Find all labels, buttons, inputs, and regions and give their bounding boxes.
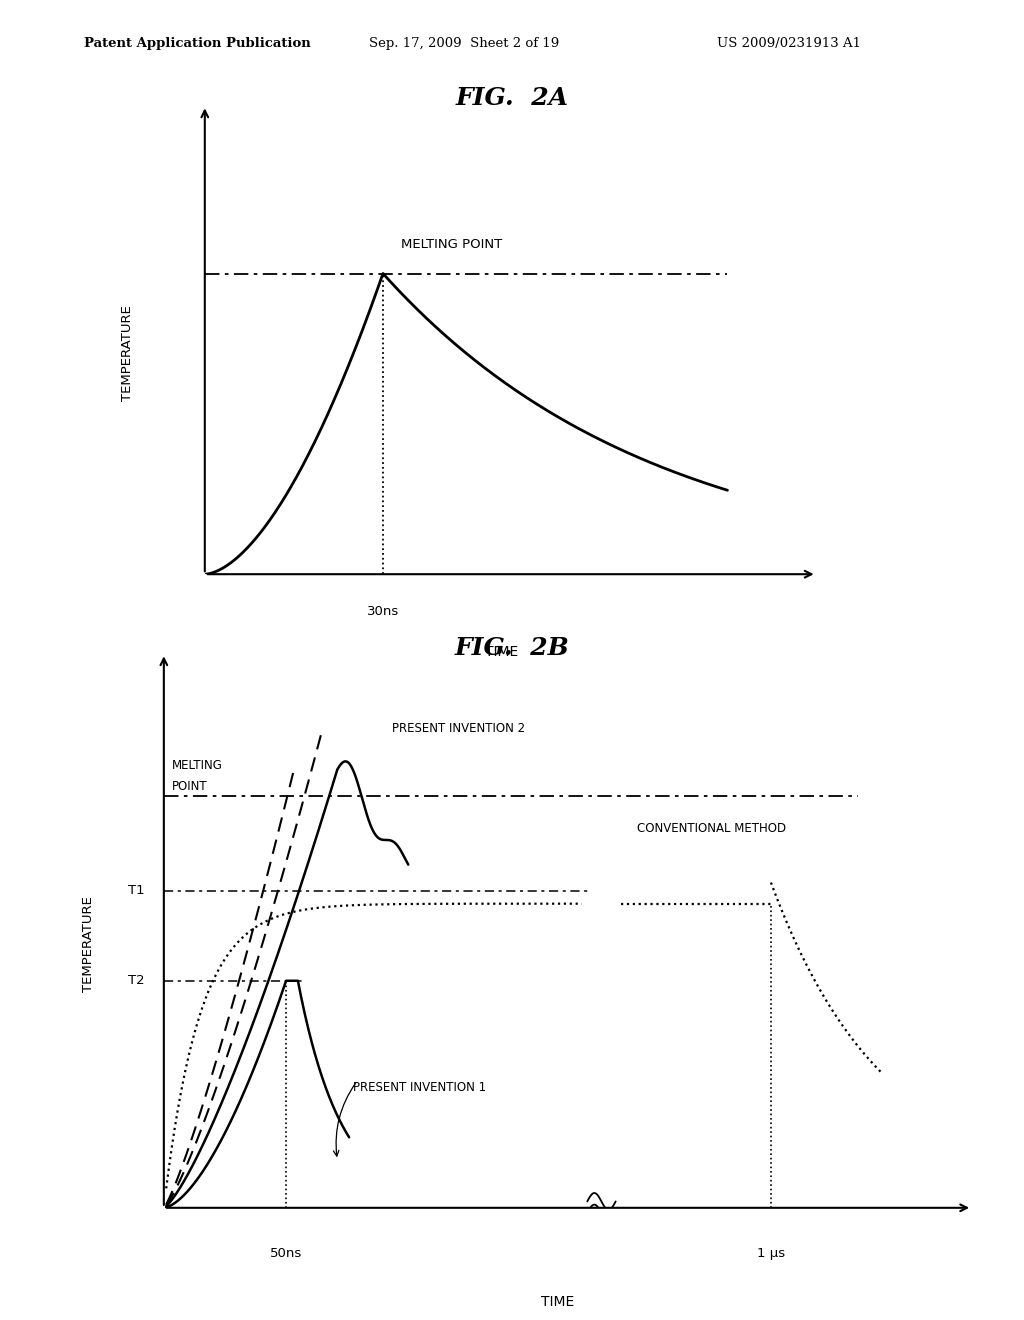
Text: T1: T1 xyxy=(128,884,144,898)
Text: US 2009/0231913 A1: US 2009/0231913 A1 xyxy=(717,37,861,50)
Text: MELTING: MELTING xyxy=(172,759,222,772)
Text: T2: T2 xyxy=(128,974,144,987)
Text: TEMPERATURE: TEMPERATURE xyxy=(83,896,95,991)
Text: 30ns: 30ns xyxy=(367,605,399,618)
Text: 50ns: 50ns xyxy=(270,1247,302,1261)
Text: FIG.  2A: FIG. 2A xyxy=(456,86,568,110)
Text: 1 μs: 1 μs xyxy=(757,1247,785,1261)
Text: PRESENT INVENTION 2: PRESENT INVENTION 2 xyxy=(392,722,525,735)
Text: FIG.  2B: FIG. 2B xyxy=(455,636,569,660)
Text: PRESENT INVENTION 1: PRESENT INVENTION 1 xyxy=(353,1081,486,1094)
Text: MELTING POINT: MELTING POINT xyxy=(400,239,502,251)
Text: TIME: TIME xyxy=(542,1295,574,1309)
Text: POINT: POINT xyxy=(172,780,207,793)
Text: CONVENTIONAL METHOD: CONVENTIONAL METHOD xyxy=(637,822,786,836)
Text: Sep. 17, 2009  Sheet 2 of 19: Sep. 17, 2009 Sheet 2 of 19 xyxy=(369,37,559,50)
Text: Patent Application Publication: Patent Application Publication xyxy=(84,37,310,50)
Text: TEMPERATURE: TEMPERATURE xyxy=(121,305,134,401)
Text: TIME: TIME xyxy=(485,645,518,659)
